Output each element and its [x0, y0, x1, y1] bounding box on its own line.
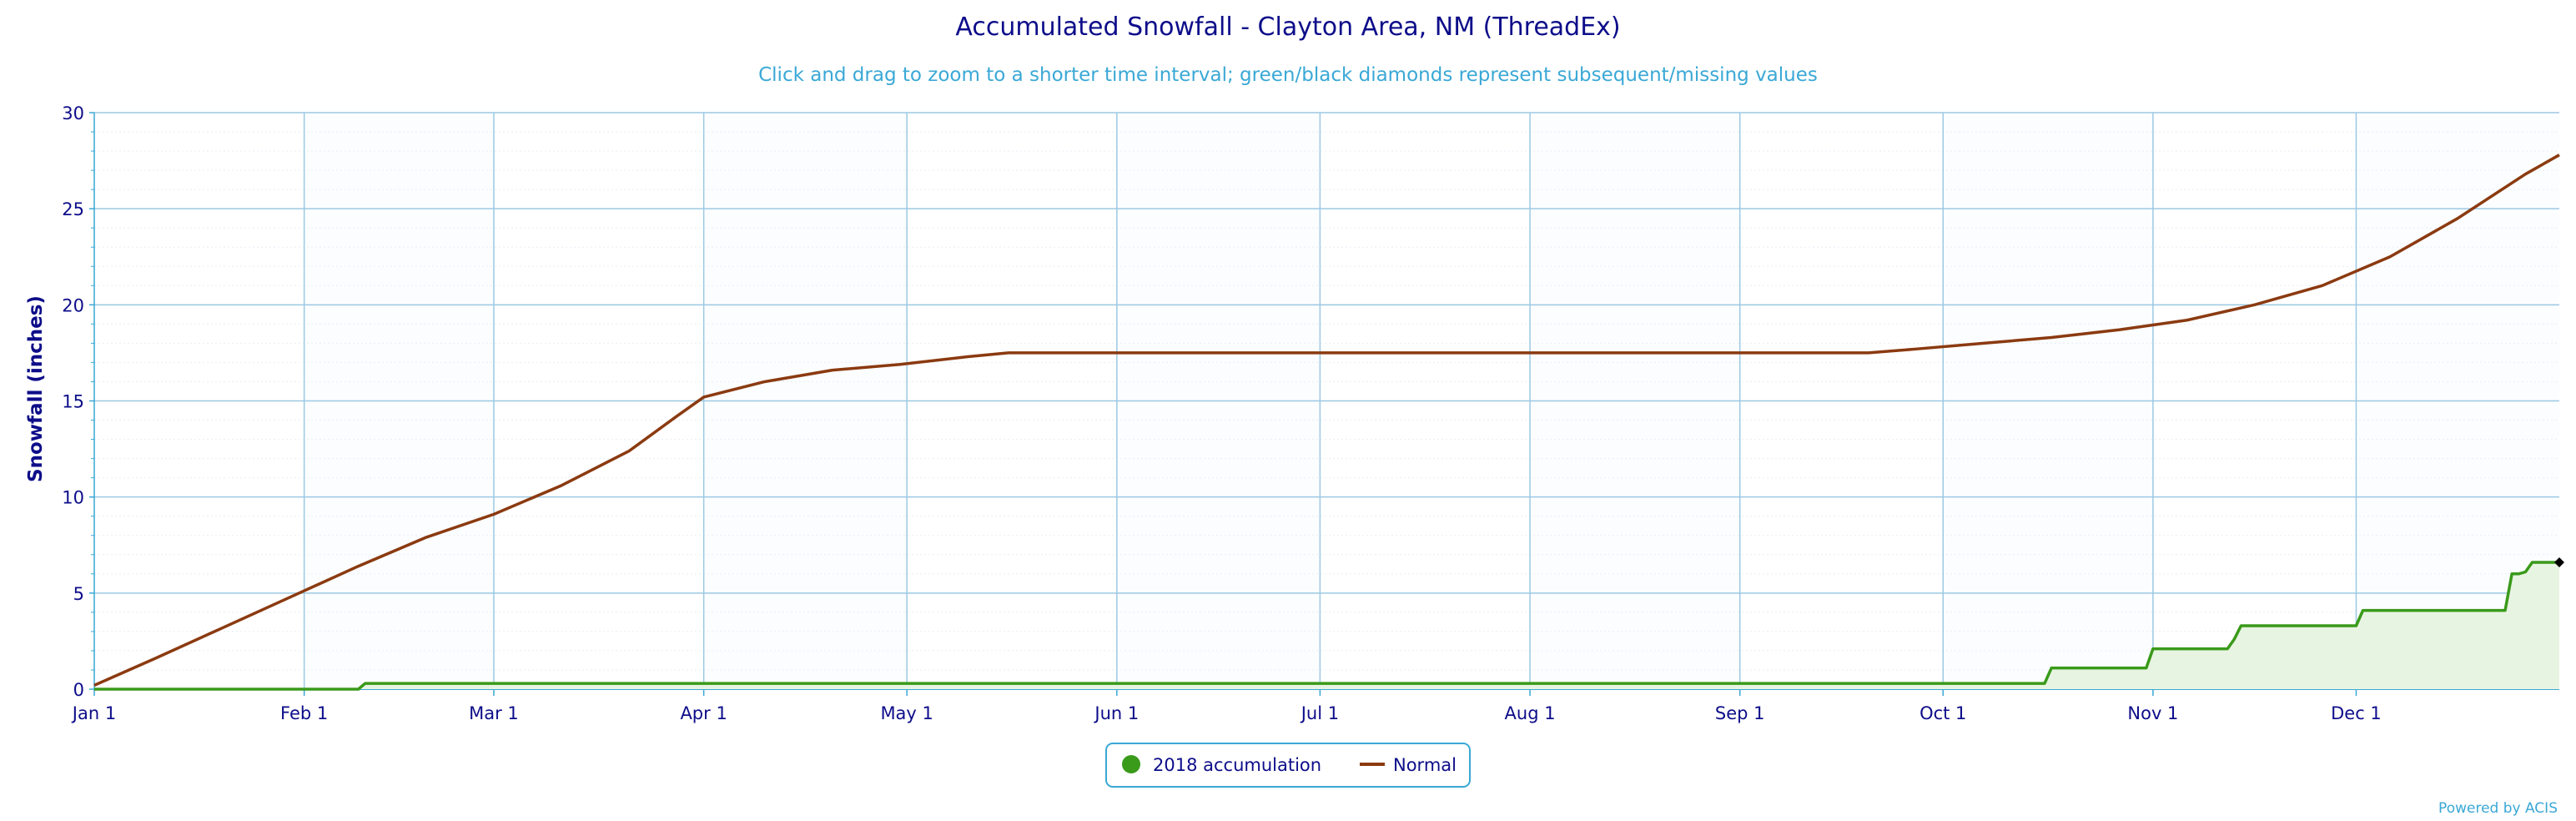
y-tick-label: 10 — [62, 488, 84, 508]
x-tick-label: Sep 1 — [1715, 703, 1765, 723]
legend-box — [1105, 743, 1471, 788]
legend-item-accumulation[interactable]: 2018 accumulation — [1122, 755, 1321, 775]
x-tick-label: Dec 1 — [2331, 703, 2382, 723]
x-tick-label: Aug 1 — [1505, 703, 1556, 723]
x-tick-label: Oct 1 — [1919, 703, 1966, 723]
x-axis-ticks: Jan 1 Feb 1 Mar 1 Apr 1 May 1 Jun 1 Jul 1 Aug 1… — [71, 689, 2382, 723]
legend-item-normal[interactable]: Normal — [1360, 755, 1457, 775]
y-tick-label: 20 — [62, 295, 84, 315]
legend: 2018 accumulation Normal — [1105, 743, 1471, 788]
x-tick-label: Jul 1 — [1300, 703, 1339, 723]
x-tick-label: Apr 1 — [680, 703, 727, 723]
x-tick-label: Nov 1 — [2127, 703, 2178, 723]
legend-label-normal: Normal — [1393, 755, 1457, 775]
y-axis-ticks: 0 5 10 15 20 25 30 — [62, 103, 94, 700]
chart-title: Accumulated Snowfall - Clayton Area, NM … — [955, 13, 1620, 42]
point-markers — [2554, 557, 2564, 567]
x-tick-label: Jun 1 — [1093, 703, 1139, 723]
x-tick-label: Feb 1 — [280, 703, 328, 723]
legend-label-accumulation: 2018 accumulation — [1153, 755, 1321, 775]
series-layer — [93, 154, 2560, 691]
legend-swatch-accumulation — [1122, 755, 1140, 773]
series-area-2018-accumulation — [94, 562, 2559, 689]
missing-value-diamond[interactable] — [2554, 557, 2564, 567]
y-tick-label: 30 — [62, 103, 84, 123]
y-tick-label: 15 — [62, 392, 84, 412]
x-tick-label: Jan 1 — [71, 703, 116, 723]
series-line-2018-accumulation[interactable] — [94, 561, 2559, 691]
credits-link[interactable]: Powered by ACIS — [2438, 800, 2558, 817]
x-tick-label: May 1 — [880, 703, 933, 723]
y-tick-label: 0 — [73, 680, 84, 700]
chart-subtitle: Click and drag to zoom to a shorter time… — [758, 64, 1818, 86]
y-axis-label: Snowfall (inches) — [25, 295, 47, 482]
y-tick-label: 25 — [62, 199, 84, 219]
x-tick-label: Mar 1 — [469, 703, 519, 723]
series-line-normal[interactable] — [93, 154, 2560, 687]
y-tick-label: 5 — [73, 584, 84, 604]
